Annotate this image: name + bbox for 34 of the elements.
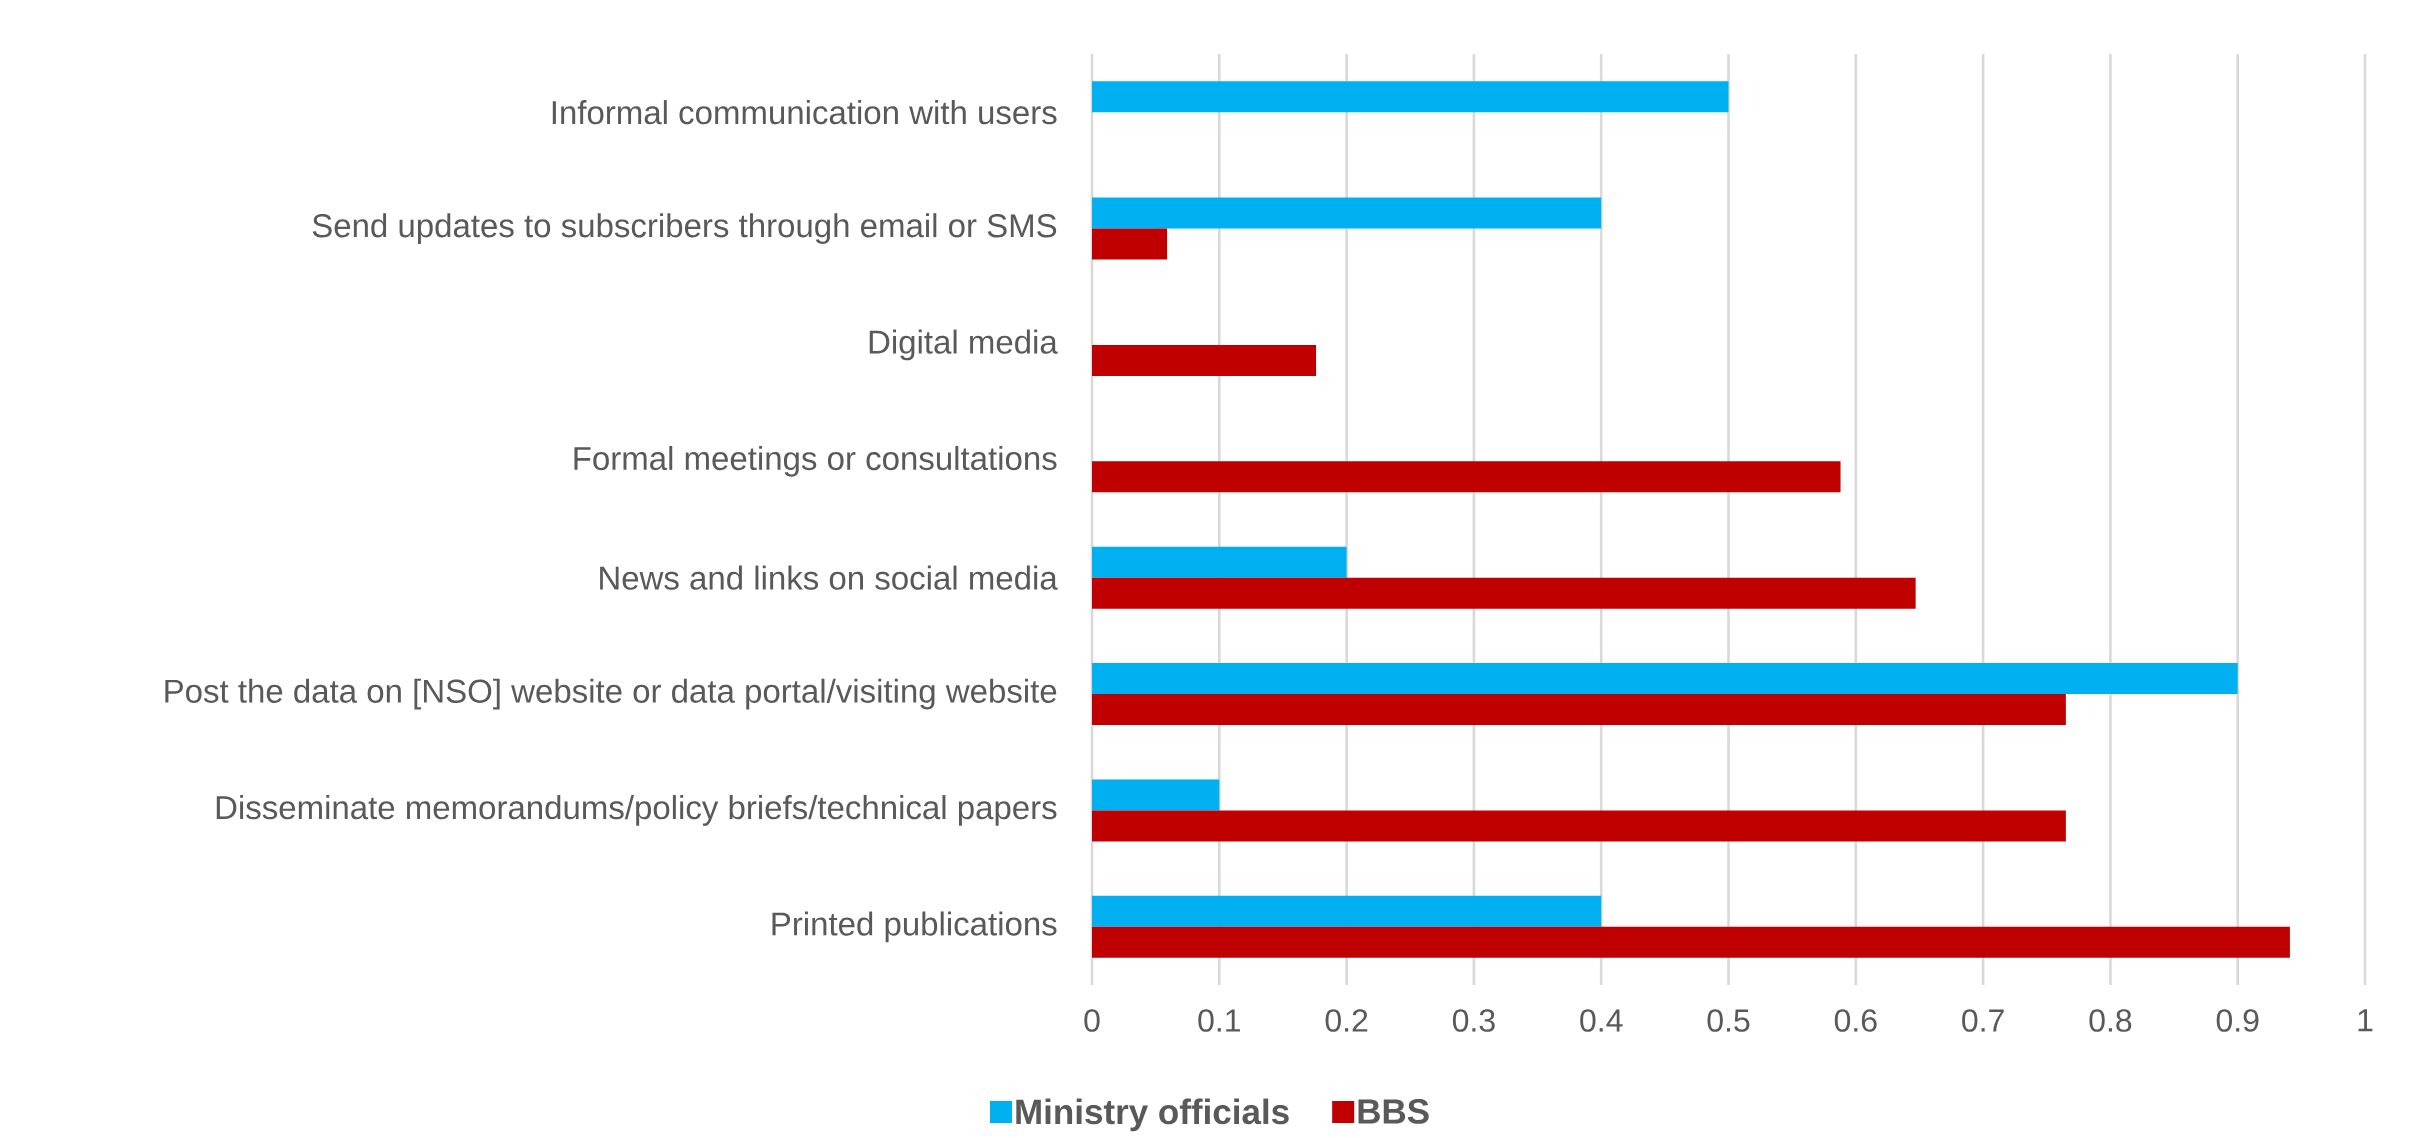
x-tick-label: 0.6 <box>1834 1009 1877 1032</box>
x-tick-label: 0.4 <box>1580 1009 1623 1032</box>
bar <box>1092 577 1916 609</box>
x-tick-label: 0.8 <box>2089 1009 2132 1032</box>
x-tick-label: 1 <box>2358 1009 2373 1032</box>
x-tick-label: 0 <box>1084 1009 1100 1032</box>
y-tick-label: Digital media <box>869 329 1058 361</box>
y-tick-label: Formal meetings or consultations <box>574 445 1057 477</box>
bar <box>1092 81 1729 113</box>
bar <box>1092 663 2238 695</box>
bar <box>1092 461 1841 493</box>
legend-label: Ministry officials <box>1016 1098 1289 1132</box>
bar <box>1092 546 1347 578</box>
bar <box>1092 779 1220 811</box>
bar <box>1092 810 2066 842</box>
x-tick-label: 0.5 <box>1707 1009 1750 1032</box>
x-tick-label: 0.1 <box>1198 1009 1240 1032</box>
y-tick-label: Send updates to subscribers through email or SMS <box>312 213 1057 244</box>
bar <box>1092 694 2066 726</box>
bar <box>1092 926 2290 958</box>
x-tick-label: 0.3 <box>1452 1009 1495 1032</box>
y-tick-label: Printed publications <box>772 911 1057 943</box>
x-tick-label: 0.9 <box>2216 1009 2259 1032</box>
legend-label: BBS <box>1358 1099 1429 1124</box>
y-tick-label: Disseminate memorandums/policy briefs/technical papers <box>216 795 1057 826</box>
y-tick-label: News and links on social media <box>600 565 1058 590</box>
x-tick-label: 0.2 <box>1325 1009 1368 1032</box>
y-tick-label: Informal communication with users <box>552 100 1057 125</box>
bar <box>1092 197 1602 229</box>
bar <box>1092 344 1317 376</box>
y-tick-label: Post the data on [NSO] website or data portal/visiting website <box>165 678 1057 710</box>
bar <box>1092 895 1602 927</box>
x-tick-label: 0.7 <box>1962 1009 2004 1032</box>
bar <box>1092 228 1168 260</box>
